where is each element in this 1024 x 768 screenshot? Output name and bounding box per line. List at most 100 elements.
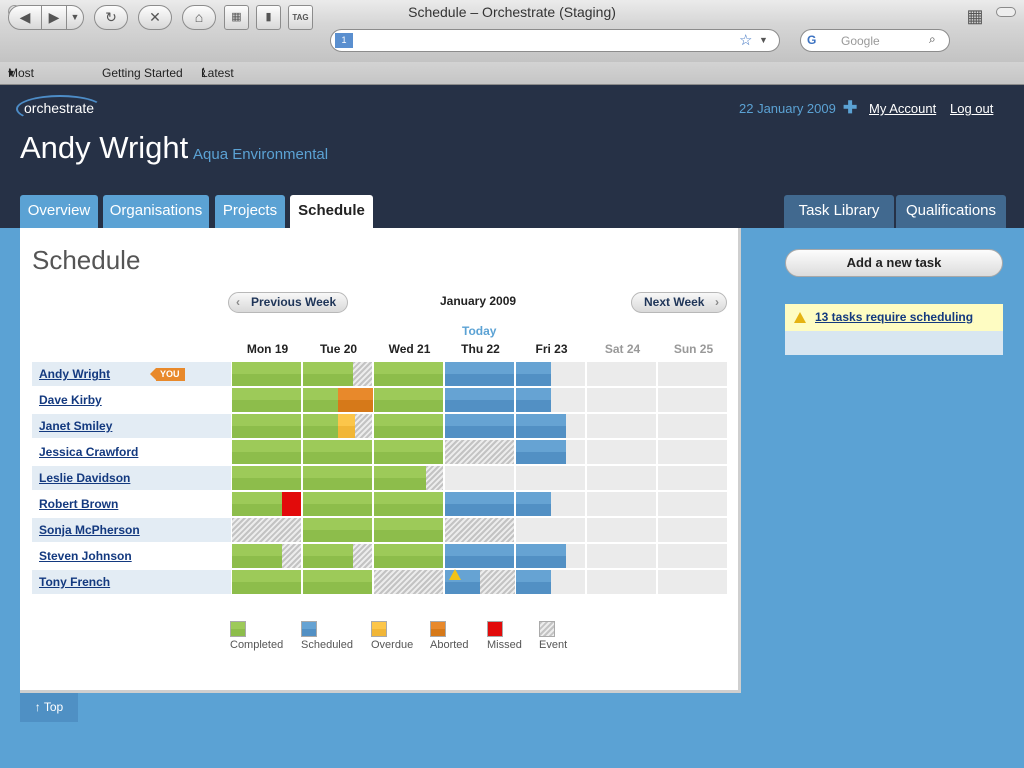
schedule-cell[interactable]: [303, 492, 372, 516]
schedule-cell[interactable]: [445, 440, 514, 464]
schedule-cell[interactable]: [303, 466, 372, 490]
schedule-cell[interactable]: [516, 570, 585, 594]
schedule-cell[interactable]: [303, 362, 372, 386]
schedule-cell[interactable]: [516, 518, 585, 542]
event-task-block[interactable]: [232, 518, 301, 542]
schedule-cell[interactable]: [587, 362, 656, 386]
schedule-cell[interactable]: [232, 414, 301, 438]
completed-task-block[interactable]: [374, 466, 426, 490]
address-bar[interactable]: 1 ☆ ▼: [330, 29, 780, 52]
schedule-cell[interactable]: [445, 388, 514, 412]
completed-task-block[interactable]: [374, 492, 443, 516]
reload-button[interactable]: ↻: [94, 5, 128, 30]
completed-task-block[interactable]: [232, 544, 282, 568]
person-link[interactable]: Andy Wright: [39, 367, 111, 381]
tab-organisations[interactable]: Organisations: [103, 195, 209, 228]
scheduled-task-block[interactable]: [516, 414, 566, 438]
scheduled-task-block[interactable]: [516, 570, 551, 594]
completed-task-block[interactable]: [232, 388, 301, 412]
schedule-cell[interactable]: [658, 544, 727, 568]
completed-task-block[interactable]: [232, 492, 282, 516]
schedule-cell[interactable]: [516, 440, 585, 464]
tag-button[interactable]: TAG: [288, 5, 313, 30]
person-link[interactable]: Tony French: [39, 575, 111, 589]
tab-overview[interactable]: Overview: [20, 195, 98, 228]
previous-week-button[interactable]: ‹ Previous Week: [228, 292, 348, 313]
schedule-cell[interactable]: [445, 466, 514, 490]
search-icon[interactable]: ⌕: [929, 32, 936, 46]
grid-extension-button[interactable]: ▦: [960, 5, 990, 30]
back-button[interactable]: ◀: [8, 5, 42, 30]
event-task-block[interactable]: [282, 544, 301, 568]
event-task-block[interactable]: [445, 440, 514, 464]
schedule-cell[interactable]: [658, 518, 727, 542]
person-link[interactable]: Leslie Davidson: [39, 471, 131, 485]
event-task-block[interactable]: [426, 466, 443, 490]
tab-task-library[interactable]: Task Library: [784, 195, 894, 228]
next-week-button[interactable]: Next Week ›: [631, 292, 727, 313]
schedule-cell[interactable]: [516, 544, 585, 568]
completed-task-block[interactable]: [303, 570, 372, 594]
schedule-cell[interactable]: [658, 388, 727, 412]
bookmark-getting-started[interactable]: Getting Started: [102, 66, 183, 80]
schedule-cell[interactable]: [445, 414, 514, 438]
scheduled-task-block[interactable]: [516, 544, 566, 568]
schedule-cell[interactable]: [658, 570, 727, 594]
search-field[interactable]: G Google ⌕: [800, 29, 950, 52]
schedule-cell[interactable]: [658, 466, 727, 490]
schedule-cell[interactable]: [658, 492, 727, 516]
person-link[interactable]: Dave Kirby: [39, 393, 102, 407]
schedule-cell[interactable]: [232, 362, 301, 386]
schedule-cell[interactable]: [445, 569, 515, 594]
completed-task-block[interactable]: [303, 440, 372, 464]
scheduled-task-block[interactable]: [445, 492, 514, 516]
event-task-block[interactable]: [353, 544, 372, 568]
schedule-cell[interactable]: [587, 570, 656, 594]
schedule-cell[interactable]: [232, 492, 301, 516]
schedule-cell[interactable]: [303, 440, 372, 464]
tab-projects[interactable]: Projects: [215, 195, 285, 228]
completed-task-block[interactable]: [374, 440, 443, 464]
star-icon[interactable]: ☆: [739, 32, 753, 49]
schedule-cell[interactable]: [658, 362, 727, 386]
schedule-cell[interactable]: [374, 388, 443, 412]
schedule-cell[interactable]: [232, 518, 301, 542]
bookmark-extension-button[interactable]: ▮: [256, 5, 281, 30]
scheduled-task-block[interactable]: [516, 492, 551, 516]
schedule-cell[interactable]: [587, 440, 656, 464]
scheduled-task-block[interactable]: [445, 388, 514, 412]
scheduled-task-block[interactable]: [516, 362, 551, 386]
app-logo[interactable]: orchestrate: [24, 100, 95, 116]
completed-task-block[interactable]: [374, 518, 443, 542]
schedule-cell[interactable]: [232, 544, 301, 568]
tab-schedule[interactable]: Schedule: [290, 195, 373, 228]
schedule-cell[interactable]: [303, 414, 372, 438]
schedule-cell[interactable]: [232, 466, 301, 490]
schedule-cell[interactable]: [374, 492, 443, 516]
overdue-task-block[interactable]: [338, 414, 355, 438]
schedule-cell[interactable]: [232, 388, 301, 412]
schedule-cell[interactable]: [587, 388, 656, 412]
missed-task-block[interactable]: [282, 492, 301, 516]
completed-task-block[interactable]: [232, 414, 301, 438]
aborted-task-block[interactable]: [338, 388, 373, 412]
event-task-block[interactable]: [355, 414, 372, 438]
schedule-cell[interactable]: [374, 518, 443, 542]
completed-task-block[interactable]: [232, 440, 301, 464]
person-link[interactable]: Jessica Crawford: [39, 445, 139, 459]
person-link[interactable]: Sonja McPherson: [39, 523, 140, 537]
event-task-block[interactable]: [353, 362, 372, 386]
schedule-cell[interactable]: [303, 518, 372, 542]
back-to-top-button[interactable]: ↑ Top: [20, 693, 78, 722]
my-account-link[interactable]: My Account: [869, 101, 937, 116]
completed-task-block[interactable]: [232, 362, 301, 386]
schedule-cell[interactable]: [587, 492, 656, 516]
schedule-cell[interactable]: [587, 466, 656, 490]
scheduled-task-block[interactable]: [445, 544, 514, 568]
schedule-cell[interactable]: [303, 388, 373, 412]
google-engine-icon[interactable]: G: [807, 33, 817, 47]
schedule-cell[interactable]: [374, 544, 443, 568]
schedule-cell[interactable]: [374, 414, 443, 438]
schedule-cell[interactable]: [516, 388, 585, 412]
toolbar-toggle-button[interactable]: [996, 7, 1016, 17]
